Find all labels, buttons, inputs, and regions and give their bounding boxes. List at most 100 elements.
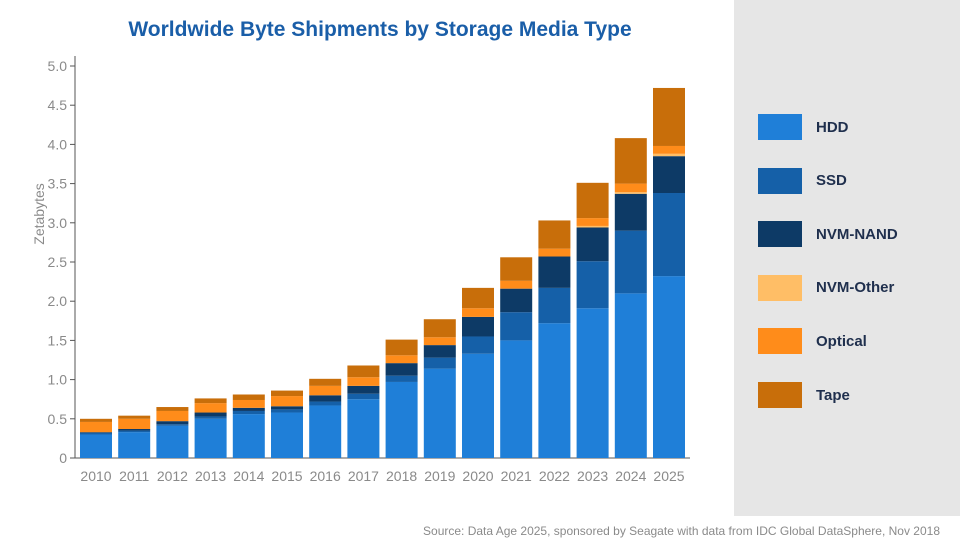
legend-item-ssd: SSD [758,167,847,194]
legend-item-optical: Optical [758,328,867,355]
bar-segment-nvm-nand [156,421,189,425]
bar-segment-optical [614,183,647,193]
bar-segment-optical [194,403,227,413]
bar-segment-optical [156,410,189,422]
legend-label: HDD [816,118,849,136]
bar-segment-optical [271,396,303,407]
bar-segment-nvm-nand [500,288,533,313]
bar-segment-tape [194,398,227,404]
bar-segment-optical [232,399,265,408]
bar-segment-nvm-nand [80,432,112,433]
legend-item-nvm-nand: NVM-NAND [758,221,898,248]
bar-segment-tape [80,418,112,422]
bar-segment-ssd [156,424,189,426]
bar-segment-ssd [576,261,609,309]
x-tick-label: 2012 [157,468,188,484]
bar-segment-tape [576,182,609,219]
chart-svg: 0 0.5 1.0 1.5 2.0 2.5 3.0 3.5 4.0 4.5 5.0 Zetabytes… [31,56,690,484]
bar-segment-ssd [423,357,456,369]
legend-label: Tape [816,386,850,404]
x-tick-label: 2010 [80,468,111,484]
bar-segment-nvm-nand [385,363,418,376]
bar-segment-optical [347,377,380,386]
bar-segment-optical [462,308,494,317]
bar-segment-ssd [309,401,342,406]
x-tick-label: 2020 [462,468,493,484]
legend-item-tape: Tape [758,382,850,408]
bar-segment-hdd [194,418,227,458]
bar-segment-hdd [156,425,189,458]
bar-segment-nvm-other [653,153,685,157]
bar-segment-nvm-other [576,225,609,228]
legend-panel [734,0,960,516]
y-tick-label: 0.5 [48,411,68,427]
bar-segment-ssd [614,230,647,294]
bar-segment-ssd [500,312,533,341]
bar-segment-optical [118,418,151,429]
bar-segment-optical [653,145,685,154]
bar-segment-tape [423,319,456,338]
bar-segment-ssd [385,375,418,382]
bar-segment-optical [500,280,533,289]
legend-label: SSD [816,172,847,190]
bar-segment-nvm-nand [309,395,342,402]
bar-segment-hdd [538,323,571,458]
x-tick-label: 2014 [233,468,264,484]
bar-segment-ssd [80,432,112,435]
bar-segment-tape [118,415,151,419]
legend-item-hdd: HDD [758,114,849,140]
bar-segment-hdd [462,353,494,458]
bar-segment-nvm-nand [462,316,494,337]
x-tick-label: 2011 [119,468,149,484]
x-tick-label: 2025 [653,468,684,484]
bar-segment-tape [271,390,303,397]
x-tick-label: 2017 [348,468,379,484]
bar-segment-tape [309,378,342,386]
bar-segment-nvm-nand [194,412,227,417]
bar-segment-nvm-nand [232,407,265,411]
bar-segment-nvm-nand [538,256,571,288]
y-tick-label: 2.5 [48,254,68,270]
legend-label: Optical [816,332,867,350]
bar-segment-optical [385,355,418,364]
legend-label: NVM-NAND [816,225,898,243]
bar-segment-tape [347,365,380,378]
bar-segment-tape [385,339,418,356]
bar-segment-hdd [232,414,265,458]
bar-segment-tape [232,394,265,400]
y-tick-label: 3.0 [48,215,68,231]
bar-segment-nvm-nand [614,193,647,231]
x-tick-label: 2024 [615,468,646,484]
bar-segment-ssd [653,193,685,277]
chart-title: Worldwide Byte Shipments by Storage Medi… [128,18,632,41]
legend-swatch [758,382,802,408]
y-tick-label: 0 [59,450,67,466]
bar-segment-hdd [576,308,609,458]
bar-segment-hdd [271,412,303,458]
bar-segment-nvm-other [614,192,647,194]
y-tick-label: 5.0 [48,58,68,74]
bar-segment-tape [653,87,685,146]
bar-segment-ssd [462,336,494,354]
bar-segment-ssd [118,430,151,433]
y-tick-label: 4.0 [48,136,68,152]
legend-label: NVM-Other [816,279,895,297]
x-tick-label: 2013 [195,468,226,484]
legend-swatch [758,274,802,301]
y-axis-label: Zetabytes [31,183,47,244]
x-tick-label: 2018 [386,468,417,484]
source-note: Source: Data Age 2025, sponsored by Seag… [423,524,940,538]
x-tick-label: 2021 [501,468,532,484]
bar-segment-ssd [271,409,303,413]
bar-segment-nvm-nand [347,385,380,394]
x-tick-label: 2022 [539,468,570,484]
bar-segment-ssd [194,416,227,419]
bar-segment-tape [614,138,647,184]
legend-swatch [758,167,802,194]
bar-segment-tape [156,407,189,411]
y-tick-label: 1.5 [48,332,68,348]
legend-item-nvm-other: NVM-Other [758,274,895,301]
bar-segment-ssd [232,410,265,415]
bar-segment-optical [309,385,342,396]
